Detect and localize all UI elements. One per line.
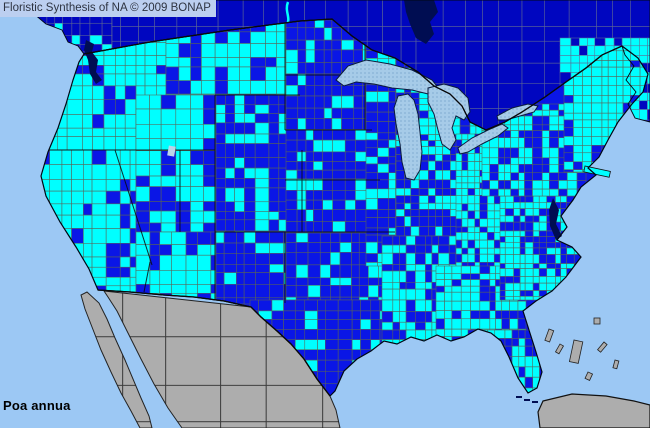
state-borders <box>42 22 395 303</box>
region-california <box>41 149 137 297</box>
species-name: Poa annua <box>3 398 71 413</box>
region-new-mexico <box>215 231 287 305</box>
us-canada-border <box>83 18 623 131</box>
james-bay <box>404 0 438 44</box>
florida-keys <box>516 396 538 403</box>
map-title: Floristic Synthesis of NA © 2009 BONAP <box>3 2 211 14</box>
region-great-basin <box>135 94 217 233</box>
puget-sound <box>84 40 102 84</box>
map-title-bar: Floristic Synthesis of NA © 2009 BONAP <box>0 0 216 17</box>
chesapeake-bay <box>549 198 562 240</box>
great-salt-lake <box>167 145 176 157</box>
cuba <box>537 393 650 428</box>
baja-coastline <box>80 291 153 428</box>
us-mexico-border <box>97 289 331 397</box>
long-island <box>583 165 611 178</box>
bahamas-islands <box>544 317 620 381</box>
